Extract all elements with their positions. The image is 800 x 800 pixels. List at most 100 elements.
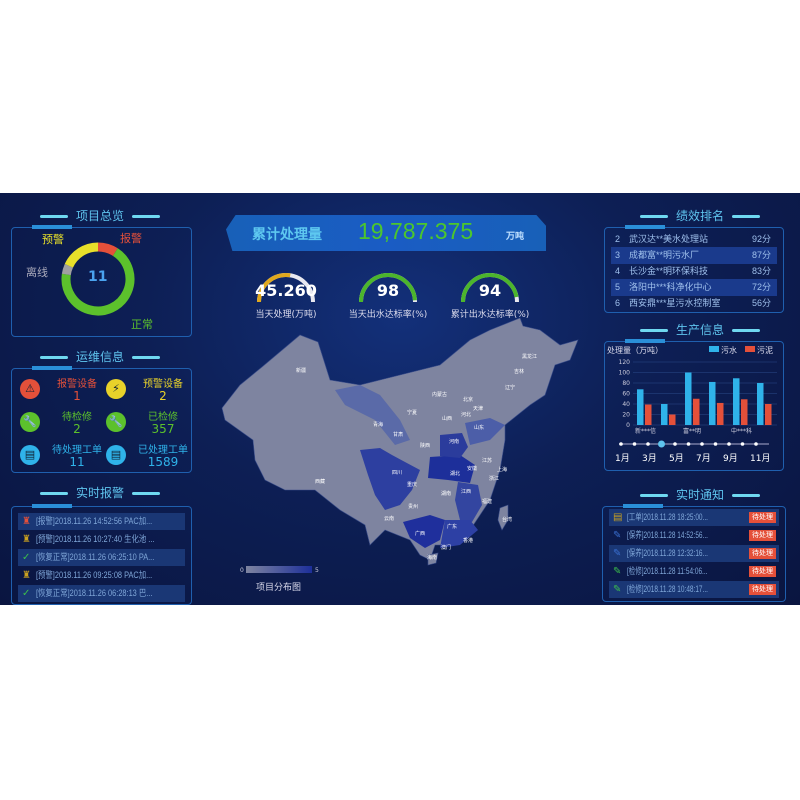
ops-item[interactable]: ▤ 待处理工单 11 [20, 441, 110, 477]
region-guangxi[interactable] [403, 515, 445, 548]
ops-panel: ⚠ 报警设备 1 ⚡ 预警设备 2 🔧 待检修 2 🔧 已检修 357 ▤ 待处理工单 11 ▤ 已处理工单 15… [11, 366, 192, 473]
maintenance-icon: ✎ [613, 530, 622, 541]
province-label: 云南 [384, 515, 394, 522]
ops-label: 待处理工单 [52, 445, 102, 456]
timeline-label[interactable]: 3月 [642, 453, 657, 464]
timeline-dot[interactable] [686, 442, 691, 446]
province-label: 广东 [447, 523, 457, 530]
check-icon: ✓ [22, 588, 31, 599]
notice-row[interactable]: ✎ [保养]2018.11.28 14:52:56... 待处理 [609, 527, 779, 544]
bar-sewage[interactable] [757, 383, 764, 425]
region-hubei[interactable] [428, 455, 475, 483]
bar-sludge[interactable] [693, 398, 700, 425]
pending-button[interactable]: 待处理 [749, 548, 776, 559]
bar-sewage[interactable] [661, 404, 668, 425]
timeline-label[interactable]: 7月 [696, 453, 711, 464]
ranking-row[interactable]: 3 成都富**明污水厂 87分 [611, 247, 777, 264]
alarm-row[interactable]: ♜ [预警]2018.11.26 10:27:40 生化池 ... [18, 531, 185, 548]
province-label: 山东 [474, 424, 484, 431]
alarm-icon: ♜ [22, 516, 31, 527]
timeline-dot[interactable] [740, 442, 745, 446]
region-sichuan[interactable] [360, 448, 420, 510]
region-hainan[interactable] [427, 552, 439, 566]
bar-sludge[interactable] [669, 414, 676, 426]
ops-value: 357 [151, 422, 175, 436]
ranking-row[interactable]: 6 西安鼎***星污水控制室 56分 [611, 295, 777, 312]
timeline-dot[interactable] [713, 442, 718, 446]
province-label: 西藏 [315, 478, 325, 485]
region-gansu[interactable] [335, 385, 410, 445]
timeline-dot[interactable] [646, 442, 650, 446]
timeline-handle[interactable] [658, 440, 665, 448]
wrench-icon: 🔧 [106, 412, 126, 432]
bar-sewage[interactable] [709, 381, 716, 425]
legend-label: 污水 [721, 345, 737, 355]
region-jiangxi[interactable] [455, 482, 482, 522]
legend-min: 0 [240, 567, 244, 574]
gauge-label: 当天处理(万吨) [255, 310, 317, 320]
donut-slice-alarm[interactable] [97, 242, 118, 257]
ranking-row[interactable]: 4 长沙金**明环保科技 83分 [611, 263, 777, 280]
label-alarm: 报警 [120, 232, 142, 245]
alarm-row[interactable]: ✓ [恢复正常]2018.11.26 06:28:13 巴... [18, 585, 185, 602]
region-guangdong[interactable] [440, 520, 478, 548]
timeline-dot[interactable] [619, 442, 623, 446]
timeline-dot[interactable] [754, 442, 758, 446]
donut-slice-offline[interactable] [61, 263, 74, 276]
timeline-label[interactable]: 5月 [669, 453, 684, 464]
ops-item[interactable]: 🔧 待检修 2 [20, 408, 110, 444]
bar-sewage[interactable] [637, 389, 644, 425]
x-tick: 新***信 [635, 427, 656, 435]
bar-sewage[interactable] [685, 372, 692, 426]
ops-item[interactable]: 🔧 已检修 357 [106, 408, 196, 444]
ops-item[interactable]: ⚠ 报警设备 1 [20, 375, 110, 411]
bar-sludge[interactable] [717, 402, 724, 425]
timeline-label[interactable]: 9月 [723, 453, 738, 464]
alarm-text: [报警]2018.11.26 14:52:56 PAC加... [36, 516, 153, 526]
ops-item[interactable]: ⚡ 预警设备 2 [106, 375, 196, 411]
bar-sludge[interactable] [765, 404, 772, 425]
ranking-row[interactable]: 2 武汉达**美水处理站 92分 [611, 231, 777, 248]
y-tick: 40 [622, 401, 630, 408]
total-unit: 万吨 [506, 232, 525, 242]
ops-item[interactable]: ▤ 已处理工单 1589 [106, 441, 196, 477]
bar-sludge[interactable] [645, 404, 652, 425]
notices-title: 实时通知 [600, 486, 800, 503]
gauge-value: 45.260 [255, 281, 317, 300]
timeline-label[interactable]: 11月 [750, 453, 770, 464]
rank-score: 72分 [751, 282, 771, 292]
rank-name: 西安鼎***星污水控制室 [629, 298, 721, 308]
rank-score: 83分 [751, 266, 771, 276]
gauge-label: 累计出水达标率(%) [450, 310, 530, 320]
donut-slice-normal[interactable] [61, 248, 135, 316]
bar-sewage[interactable] [733, 378, 740, 425]
bar-sludge[interactable] [741, 399, 748, 425]
timeline-dot[interactable] [632, 442, 637, 446]
rank-name: 长沙金**明环保科技 [629, 266, 709, 276]
region-henan[interactable] [440, 433, 468, 458]
region-shandong[interactable] [465, 418, 505, 445]
timeline-dot[interactable] [673, 442, 677, 446]
pending-button[interactable]: 待处理 [749, 566, 776, 577]
notice-row[interactable]: ▤ [工单]2018.11.28 18:25:00... 待处理 [609, 509, 779, 526]
ranking-row[interactable]: 5 洛阳中***科净化中心 72分 [611, 279, 777, 296]
region-taiwan[interactable] [497, 504, 509, 531]
donut-slice-warning[interactable] [64, 242, 99, 268]
pending-button[interactable]: 待处理 [749, 530, 776, 541]
notice-row[interactable]: ✎ [检修]2018.11.28 10:48:17... 待处理 [609, 581, 779, 598]
notice-row[interactable]: ✎ [检修]2018.11.28 11:54:06... 待处理 [609, 563, 779, 580]
ops-label: 待检修 [62, 412, 92, 423]
notice-text: [工单]2018.11.28 18:25:00... [627, 512, 708, 522]
alarm-row[interactable]: ♜ [预警]2018.11.26 09:25:08 PAC加... [18, 567, 185, 584]
notice-row[interactable]: ✎ [保养]2018.11.28 12:32:16... 待处理 [609, 545, 779, 562]
gauge: 45.260 当天处理(万吨) [238, 269, 334, 329]
timeline-dot[interactable] [727, 442, 731, 446]
gauge-label: 当天出水达标率(%) [348, 310, 428, 320]
pending-button[interactable]: 待处理 [749, 584, 776, 595]
pending-button[interactable]: 待处理 [749, 512, 776, 523]
timeline-dot[interactable] [700, 442, 704, 446]
alarm-row[interactable]: ♜ [报警]2018.11.26 14:52:56 PAC加... [18, 513, 185, 530]
alarm-row[interactable]: ✓ [恢复正常]2018.11.26 06:25:10 PA... [18, 549, 185, 566]
timeline-label[interactable]: 1月 [615, 453, 630, 464]
